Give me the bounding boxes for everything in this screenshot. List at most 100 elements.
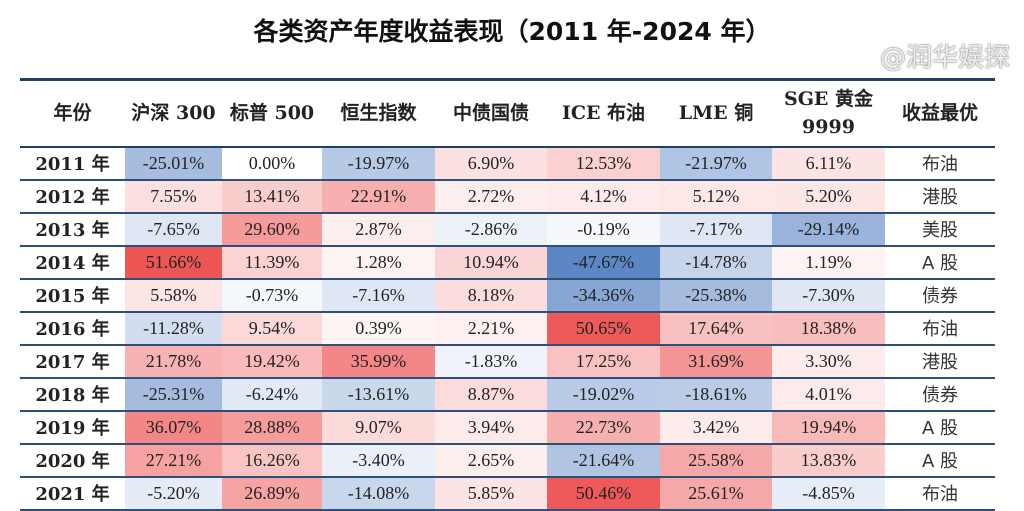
return-cell: 5.20%: [772, 179, 885, 213]
return-cell: 2.65%: [435, 443, 547, 477]
return-cell: 10.94%: [435, 245, 547, 279]
watermark: @润华娱探: [879, 43, 1010, 73]
year-cell: 2012 年: [35, 187, 110, 208]
return-cell: 4.01%: [772, 377, 885, 411]
return-cell: 9.07%: [322, 410, 435, 444]
return-cell: -6.24%: [222, 377, 322, 411]
return-cell: 1.28%: [322, 245, 435, 279]
return-cell: 17.64%: [660, 311, 772, 345]
return-cell: 0.00%: [222, 146, 322, 180]
return-cell: 36.07%: [125, 410, 222, 444]
return-cell: 13.83%: [772, 443, 885, 477]
return-cell: -5.20%: [125, 476, 222, 510]
return-cell: 21.78%: [125, 344, 222, 378]
return-cell: 5.85%: [435, 476, 547, 510]
return-cell: 17.25%: [547, 344, 660, 378]
table-row: 2019 年 36.07% 28.88% 9.07% 3.94% 22.73% 3.42% 1…: [20, 410, 995, 444]
best-asset-cell: 港股: [922, 352, 958, 373]
return-cell: 5.58%: [125, 278, 222, 312]
best-asset-cell: 债券: [922, 385, 958, 406]
return-cell: 25.61%: [660, 476, 772, 510]
return-cell: 9.54%: [222, 311, 322, 345]
table-row: 2017 年 21.78% 19.42% 35.99% -1.83% 17.25% 31.6…: [20, 344, 995, 378]
table-row: 2014 年 51.66% 11.39% 1.28% 10.94% -47.67% -14.…: [20, 245, 995, 279]
return-cell: -18.61%: [660, 377, 772, 411]
return-cell: 51.66%: [125, 245, 222, 279]
return-cell: -25.38%: [660, 278, 772, 312]
return-cell: -2.86%: [435, 212, 547, 246]
return-cell: -7.16%: [322, 278, 435, 312]
return-cell: 27.21%: [125, 443, 222, 477]
year-cell: 2021 年: [35, 484, 110, 505]
return-cell: -0.73%: [222, 278, 322, 312]
return-cell: 18.38%: [772, 311, 885, 345]
return-cell: 0.39%: [322, 311, 435, 345]
return-cell: 6.11%: [772, 146, 885, 180]
column-header: ICE 布油: [561, 102, 646, 125]
return-cell: 2.21%: [435, 311, 547, 345]
table-row: 2021 年 -5.20% 26.89% -14.08% 5.85% 50.46% 25.6…: [20, 476, 995, 510]
table-row: 2016 年 -11.28% 9.54% 0.39% 2.21% 50.65% 17.64%…: [20, 311, 995, 345]
best-asset-cell: A 股: [921, 418, 959, 439]
return-cell: -7.17%: [660, 212, 772, 246]
return-cell: 5.12%: [660, 179, 772, 213]
returns-heatmap-table: 年份 沪深 300 标普 500 恒生指数 中债国债 ICE 布油 LME 铜 SGE 黄金 …: [20, 78, 995, 511]
column-header: 收益最优: [901, 102, 978, 125]
column-header: 沪深 300: [131, 102, 216, 125]
return-cell: 8.18%: [435, 278, 547, 312]
column-header: 中债国债: [452, 102, 529, 125]
return-cell: 16.26%: [222, 443, 322, 477]
year-cell: 2015 年: [35, 286, 110, 307]
return-cell: -1.83%: [435, 344, 547, 378]
year-cell: 2013 年: [35, 220, 110, 241]
table-row: 2018 年 -25.31% -6.24% -13.61% 8.87% -19.02% -1…: [20, 377, 995, 411]
year-cell: 2011 年: [35, 154, 110, 175]
return-cell: 19.94%: [772, 410, 885, 444]
return-cell: 25.58%: [660, 443, 772, 477]
table-row: 2011 年 -25.01% 0.00% -19.97% 6.90% 12.53% -21.…: [20, 146, 995, 180]
return-cell: 35.99%: [322, 344, 435, 378]
return-cell: -14.78%: [660, 245, 772, 279]
return-cell: -3.40%: [322, 443, 435, 477]
return-cell: 7.55%: [125, 179, 222, 213]
return-cell: 6.90%: [435, 146, 547, 180]
table-row: 2015 年 5.58% -0.73% -7.16% 8.18% -34.36% -25.3…: [20, 278, 995, 312]
best-asset-cell: 布油: [922, 484, 958, 505]
table-row: 2013 年 -7.65% 29.60% 2.87% -2.86% -0.19% -7.17…: [20, 212, 995, 246]
return-cell: 13.41%: [222, 179, 322, 213]
best-asset-cell: 布油: [922, 319, 958, 340]
header-row: 年份 沪深 300 标普 500 恒生指数 中债国债 ICE 布油 LME 铜 SGE 黄金 …: [20, 79, 995, 147]
return-cell: 22.73%: [547, 410, 660, 444]
return-cell: 29.60%: [222, 212, 322, 246]
return-cell: 4.12%: [547, 179, 660, 213]
return-cell: -47.67%: [547, 245, 660, 279]
return-cell: -4.85%: [772, 476, 885, 510]
return-cell: -14.08%: [322, 476, 435, 510]
column-header: 标普 500: [229, 102, 315, 125]
best-asset-cell: A 股: [921, 451, 959, 472]
return-cell: 26.89%: [222, 476, 322, 510]
return-cell: -13.61%: [322, 377, 435, 411]
year-cell: 2019 年: [35, 418, 110, 439]
best-asset-cell: 布油: [922, 154, 958, 175]
best-asset-cell: 港股: [922, 187, 958, 208]
return-cell: 2.72%: [435, 179, 547, 213]
return-cell: -0.19%: [547, 212, 660, 246]
return-cell: 2.87%: [322, 212, 435, 246]
return-cell: 31.69%: [660, 344, 772, 378]
return-cell: -21.64%: [547, 443, 660, 477]
column-header: 恒生指数: [340, 102, 417, 125]
return-cell: -21.97%: [660, 146, 772, 180]
return-cell: 22.91%: [322, 179, 435, 213]
return-cell: 3.94%: [435, 410, 547, 444]
return-cell: -19.97%: [322, 146, 435, 180]
return-cell: -29.14%: [772, 212, 885, 246]
year-cell: 2020 年: [35, 451, 110, 472]
best-asset-cell: 债券: [922, 286, 958, 307]
return-cell: -25.31%: [125, 377, 222, 411]
table-row: 2020 年 27.21% 16.26% -3.40% 2.65% -21.64% 25.5…: [20, 443, 995, 477]
column-header: LME 铜: [678, 102, 754, 125]
return-cell: -34.36%: [547, 278, 660, 312]
return-cell: 50.65%: [547, 311, 660, 345]
return-cell: 8.87%: [435, 377, 547, 411]
